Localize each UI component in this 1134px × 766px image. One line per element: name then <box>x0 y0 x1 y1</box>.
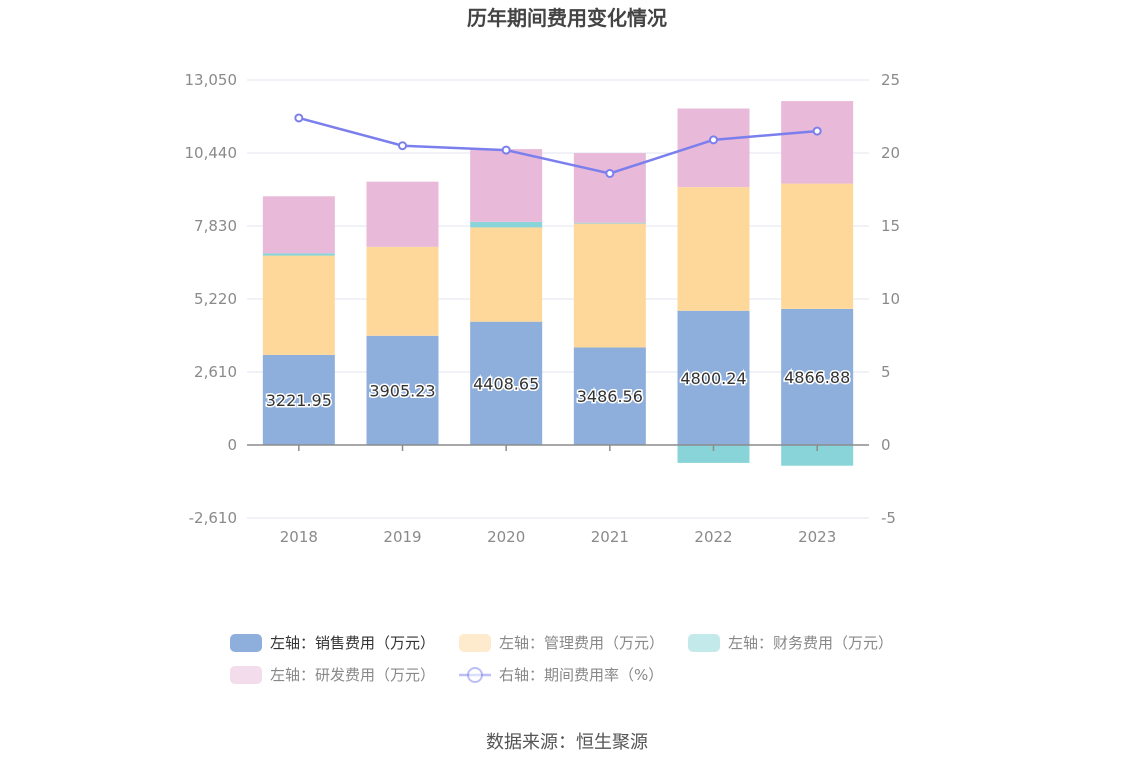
legend-label: 左轴：财务费用（万元） <box>728 634 893 652</box>
x-axis-line <box>247 444 869 451</box>
bar-segment <box>677 445 750 463</box>
bar-segment <box>262 354 335 445</box>
legend-swatch <box>230 666 262 684</box>
bar-segment <box>262 255 335 355</box>
bar-segment <box>366 246 439 336</box>
legend-label: 右轴：期间费用率（%） <box>499 666 663 684</box>
left-tick-label: 10,440 <box>185 144 238 162</box>
right-tick-label: 5 <box>881 363 891 381</box>
x-tick-label: 2018 <box>280 528 318 546</box>
legend-item: 右轴：期间费用率（%） <box>459 666 663 684</box>
left-tick-label: 5,220 <box>194 290 237 308</box>
bar-segment <box>366 181 439 247</box>
rate-point <box>501 145 511 155</box>
bar-value-label: 3486.56 <box>577 387 643 406</box>
grid-lines <box>247 79 869 519</box>
bar-segment <box>781 445 854 466</box>
legend-item: 左轴：管理费用（万元） <box>459 634 664 652</box>
legend-label: 左轴：研发费用（万元） <box>270 666 435 684</box>
bar-segment <box>573 222 646 224</box>
line-series <box>294 113 822 178</box>
bar-value-label: 3905.23 <box>369 381 435 400</box>
bar-segment <box>470 227 543 322</box>
bar-segment <box>573 153 646 223</box>
legend-item: 左轴：财务费用（万元） <box>688 634 893 652</box>
left-axis: -2,610 0 2,610 5,220 7,830 10,440 13,050 <box>185 71 238 527</box>
bar-segment <box>470 221 543 228</box>
bar-labels: 3221.95 3905.23 4408.65 3486.56 4800.24 4866.… <box>264 366 852 411</box>
rate-point <box>398 141 407 151</box>
right-axis: -5 0 5 10 15 20 25 <box>881 71 900 527</box>
right-tick-label: -5 <box>881 509 896 527</box>
x-tick-label: 2022 <box>694 528 732 546</box>
x-tick-label: 2019 <box>383 528 421 546</box>
bar-segment <box>781 183 854 309</box>
bar-segment <box>366 335 439 445</box>
left-tick-label: 2,610 <box>194 363 237 381</box>
bar-segment <box>781 101 854 184</box>
legend-item: 左轴：销售费用（万元） <box>230 634 435 652</box>
left-tick-label: 7,830 <box>194 217 237 235</box>
bar-segment <box>677 187 750 311</box>
legend-swatch <box>230 634 262 652</box>
left-tick-label: -2,610 <box>189 509 237 527</box>
bar-segment <box>470 149 543 222</box>
left-tick-label: 0 <box>227 436 237 454</box>
bar-segment <box>781 308 854 445</box>
bar-segment <box>677 310 750 445</box>
rate-point <box>294 113 304 123</box>
right-tick-label: 10 <box>881 290 900 308</box>
bar-segment <box>262 253 335 256</box>
right-tick-label: 20 <box>881 144 900 162</box>
bar-segment <box>470 321 543 445</box>
legend-label: 左轴：管理费用（万元） <box>499 634 664 652</box>
data-source: 数据来源：恒生聚源 <box>486 732 648 753</box>
legend-label: 左轴：销售费用（万元） <box>270 634 435 652</box>
bar-value-label: 4800.24 <box>680 369 746 388</box>
legend-swatch-marker <box>467 667 483 683</box>
bar-segment <box>573 223 646 348</box>
bar-value-label: 3221.95 <box>266 391 332 410</box>
bar-segment <box>573 347 646 445</box>
bar-series <box>262 101 854 466</box>
bar-value-label: 4866.88 <box>784 368 850 387</box>
left-tick-label: 13,050 <box>185 71 238 89</box>
legend-item: 左轴：研发费用（万元） <box>230 666 435 684</box>
rate-point <box>812 126 822 136</box>
bar-value-label: 4408.65 <box>473 374 539 393</box>
rate-point <box>605 168 615 178</box>
x-tick-label: 2023 <box>798 528 836 546</box>
x-tick-label: 2020 <box>487 528 525 546</box>
legend-swatch <box>688 634 720 652</box>
legend-swatch <box>459 634 491 652</box>
legend: 左轴：销售费用（万元） 左轴：管理费用（万元） 左轴：财务费用（万元） 左轴：研发费用… <box>230 634 893 684</box>
right-tick-label: 25 <box>881 71 900 89</box>
rate-line <box>298 116 818 175</box>
rate-point <box>709 135 718 145</box>
right-tick-label: 15 <box>881 217 900 235</box>
x-axis: 2018 2019 2020 2021 2022 2023 <box>280 528 837 546</box>
chart-title: 历年期间费用变化情况 <box>467 6 667 30</box>
x-tick-label: 2021 <box>591 528 629 546</box>
bar-segment <box>262 196 335 254</box>
right-tick-label: 0 <box>881 436 891 454</box>
